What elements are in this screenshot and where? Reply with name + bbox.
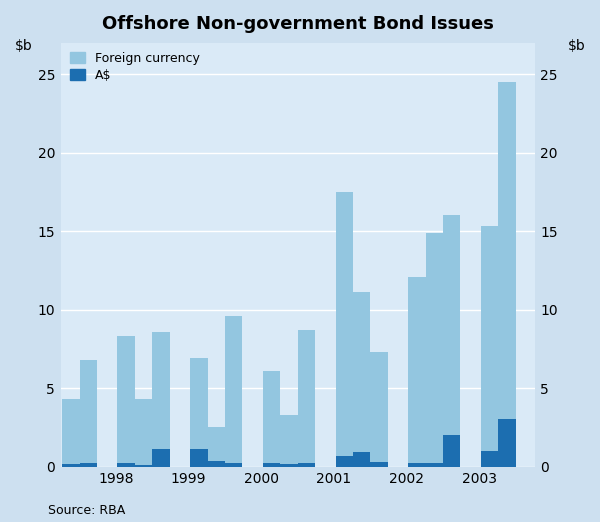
Bar: [370, 462, 388, 467]
Bar: [499, 420, 516, 467]
Bar: [280, 415, 298, 467]
Bar: [225, 462, 242, 467]
Bar: [499, 82, 516, 467]
Legend: Foreign currency, A$: Foreign currency, A$: [65, 47, 205, 87]
Bar: [425, 233, 443, 467]
Bar: [80, 360, 97, 467]
Bar: [263, 464, 280, 467]
Title: Offshore Non-government Bond Issues: Offshore Non-government Bond Issues: [102, 15, 494, 33]
Bar: [62, 464, 80, 467]
Bar: [135, 465, 152, 467]
Bar: [190, 449, 208, 467]
Bar: [152, 331, 170, 467]
Bar: [118, 462, 135, 467]
Bar: [481, 451, 499, 467]
Bar: [481, 227, 499, 467]
Bar: [408, 464, 425, 467]
Bar: [370, 352, 388, 467]
Bar: [225, 316, 242, 467]
Bar: [298, 330, 315, 467]
Bar: [353, 453, 370, 467]
Bar: [135, 399, 152, 467]
Bar: [190, 358, 208, 467]
Bar: [208, 428, 225, 467]
Bar: [263, 371, 280, 467]
Bar: [443, 435, 460, 467]
Bar: [62, 399, 80, 467]
Bar: [353, 292, 370, 467]
Bar: [335, 192, 353, 467]
Bar: [443, 216, 460, 467]
Y-axis label: $b: $b: [14, 39, 32, 53]
Bar: [118, 336, 135, 467]
Bar: [280, 464, 298, 467]
Bar: [80, 464, 97, 467]
Bar: [298, 464, 315, 467]
Bar: [208, 461, 225, 467]
Text: Source: RBA: Source: RBA: [48, 504, 125, 517]
Bar: [425, 464, 443, 467]
Bar: [152, 449, 170, 467]
Y-axis label: $b: $b: [568, 39, 586, 53]
Bar: [408, 277, 425, 467]
Bar: [335, 456, 353, 467]
